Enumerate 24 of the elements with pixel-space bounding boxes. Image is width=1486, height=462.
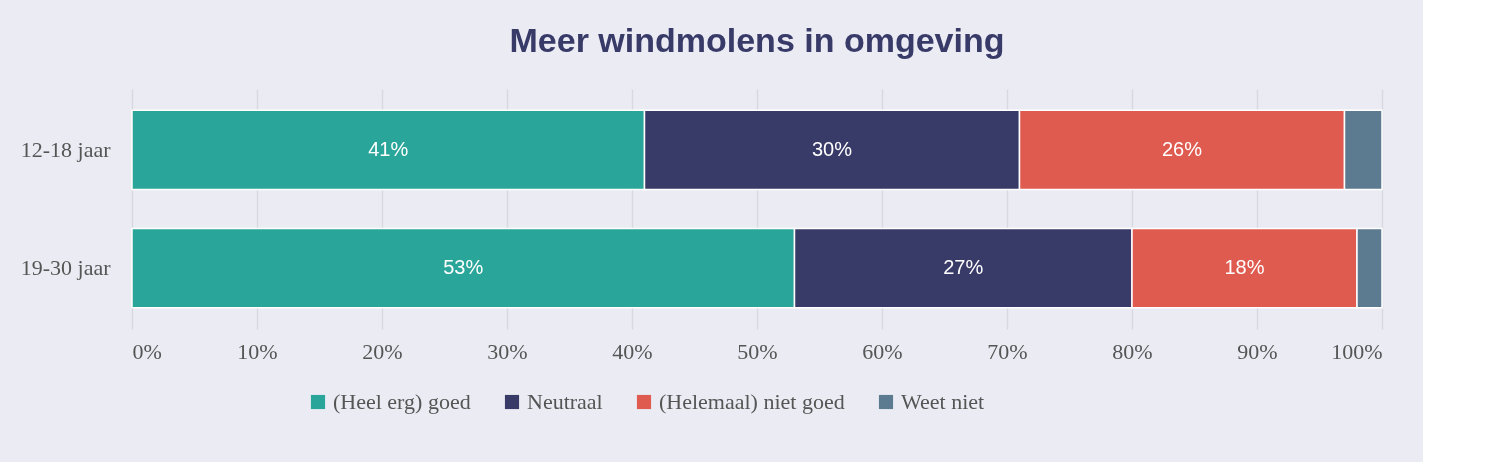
- x-tick-label: 40%: [612, 338, 653, 364]
- legend-label: Neutraal: [527, 389, 603, 414]
- x-tick-label: 100%: [1331, 338, 1383, 364]
- data-label: 26%: [1161, 137, 1203, 160]
- x-tick-label: 90%: [1237, 338, 1278, 364]
- x-tick-label: 50%: [737, 338, 778, 364]
- legend-label: (Heel erg) goed: [333, 389, 471, 414]
- x-tick-label: 70%: [987, 338, 1028, 364]
- data-label: 53%: [443, 256, 484, 279]
- x-tick-label: 10%: [237, 338, 278, 364]
- x-tick-label: 80%: [1112, 338, 1153, 364]
- y-tick-label: 12-18 jaar: [20, 136, 112, 162]
- x-tick-label: 30%: [487, 338, 528, 364]
- data-label: 41%: [368, 137, 409, 160]
- legend-label: (Helemaal) niet goed: [659, 389, 845, 414]
- x-tick-label: 20%: [362, 338, 403, 364]
- legend-label: Weet niet: [901, 389, 985, 414]
- data-label: 30%: [811, 137, 853, 160]
- chart-title: Meer windmolens in omgeving: [509, 21, 1005, 59]
- data-label: 18%: [1224, 256, 1265, 279]
- x-tick-label: 0%: [132, 338, 162, 364]
- x-tick-label: 60%: [862, 338, 903, 364]
- data-label: 27%: [943, 256, 984, 279]
- y-tick-label: 19-30 jaar: [20, 255, 112, 281]
